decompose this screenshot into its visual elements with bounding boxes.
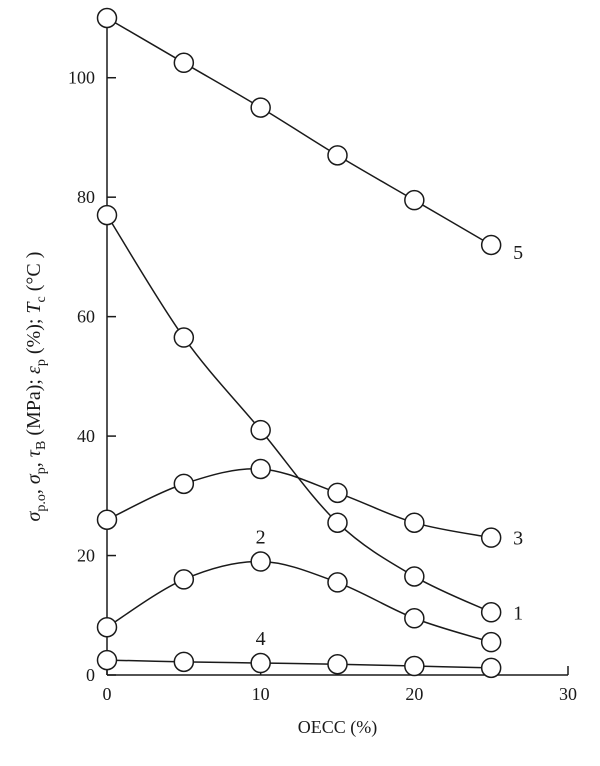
- x-tick-label: 10: [252, 684, 270, 704]
- series-label-5: 5: [513, 242, 523, 264]
- series-label-2: 2: [256, 527, 266, 549]
- data-point-series-2: [480, 631, 502, 653]
- y-axis-title-part: c: [34, 296, 49, 302]
- y-axis-title-part: ,: [23, 457, 45, 467]
- data-point-series-1: [250, 419, 271, 441]
- data-point-series-4: [96, 649, 118, 671]
- series-label-1: 1: [513, 602, 523, 624]
- data-point-series-5: [404, 189, 425, 211]
- series-line-2: [106, 560, 492, 643]
- series-lines: [106, 17, 492, 669]
- data-point-series-4: [327, 653, 348, 675]
- y-axis-title-part: σ: [23, 510, 45, 521]
- data-point-series-2: [404, 608, 425, 629]
- series-line-1: [106, 214, 492, 613]
- y-axis-title-part: σ: [23, 473, 45, 484]
- data-point-series-1: [404, 566, 425, 587]
- data-point-series-3: [173, 473, 195, 495]
- data-point-series-3: [96, 509, 118, 530]
- y-tick-label: 60: [77, 307, 95, 327]
- y-axis-title-part: p.o: [34, 494, 49, 512]
- data-point-series-3: [250, 458, 271, 480]
- data-point-series-2: [173, 569, 195, 590]
- data-point-series-4: [404, 655, 425, 677]
- x-axis-title: OECC (%): [298, 717, 378, 738]
- y-axis-title-part: τ: [23, 449, 45, 457]
- data-point-series-4: [250, 652, 271, 674]
- series-line-4: [106, 659, 492, 669]
- data-point-series-1: [327, 512, 348, 533]
- data-point-series-5: [250, 97, 271, 118]
- data-point-series-2: [250, 551, 271, 572]
- data-point-series-1: [96, 204, 118, 226]
- y-axis-title-part: ,: [23, 484, 45, 494]
- series-label-4: 4: [256, 628, 266, 650]
- series-label-3: 3: [513, 528, 523, 550]
- data-point-series-5: [173, 52, 195, 74]
- y-tick-label: 100: [68, 68, 95, 88]
- data-point-series-3: [327, 482, 348, 504]
- data-point-series-5: [96, 7, 118, 29]
- y-tick-label: 20: [77, 546, 95, 566]
- data-point-series-3: [404, 512, 425, 533]
- x-tick-label: 30: [559, 684, 577, 704]
- data-point-series-5: [480, 234, 502, 256]
- y-axis-title-part: p: [34, 359, 49, 366]
- y-tick-label: 80: [77, 187, 95, 207]
- data-point-series-4: [480, 657, 502, 679]
- y-axis-title-part: ε: [23, 366, 45, 374]
- data-point-series-2: [327, 572, 348, 593]
- y-axis-title-part: (MPa);: [23, 374, 45, 441]
- data-point-series-3: [480, 527, 502, 548]
- data-point-series-5: [327, 145, 348, 166]
- y-axis-title: σp.o, σp, τB (MPa); εp (%); Tc (°C ): [23, 252, 49, 522]
- series-markers: [96, 7, 502, 679]
- y-axis-title-part: (°C ): [23, 252, 45, 297]
- data-point-series-1: [480, 602, 502, 623]
- data-point-series-2: [96, 616, 118, 638]
- y-axis-title-part: T: [23, 301, 45, 314]
- series-labels: 1 2 3 4 5: [256, 242, 524, 650]
- series-line-5: [106, 17, 492, 246]
- ticks: 0 10 20 30 0 20 40 60 80 100: [68, 68, 577, 704]
- y-axis-title-part: p: [34, 467, 49, 474]
- y-axis-title-part: (%);: [23, 314, 45, 360]
- y-tick-label: 0: [86, 665, 95, 685]
- y-tick-label: 40: [77, 426, 95, 446]
- x-tick-label: 20: [405, 684, 423, 704]
- data-point-series-1: [173, 327, 195, 348]
- data-point-series-4: [173, 651, 195, 673]
- y-axis-title-part: B: [34, 441, 49, 450]
- x-tick-label: 0: [103, 684, 112, 704]
